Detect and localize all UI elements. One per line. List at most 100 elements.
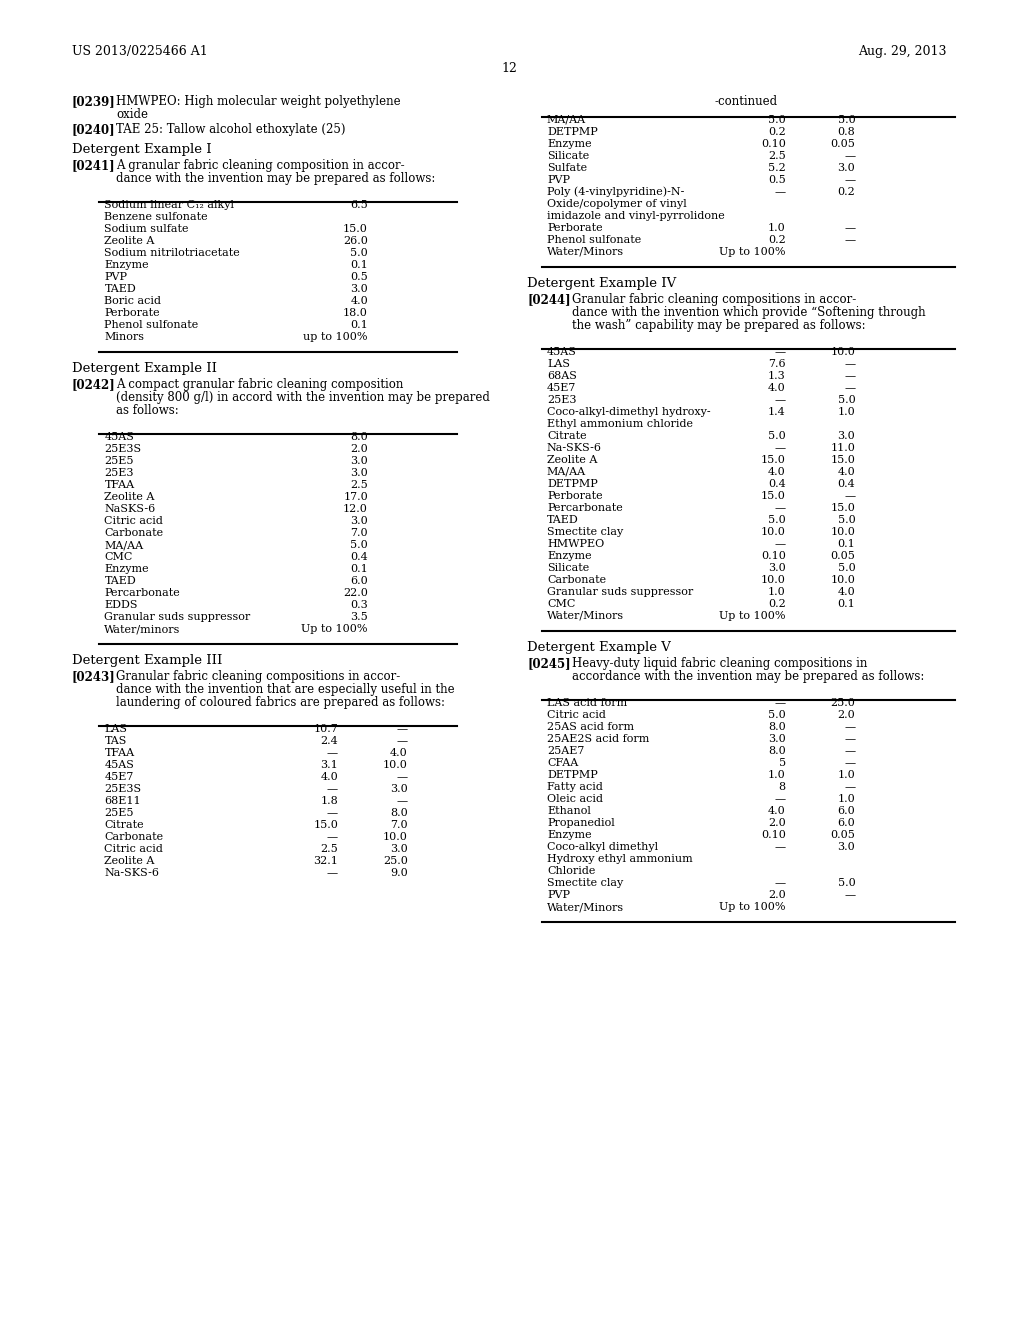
Text: Sodium nitrilotriacetate: Sodium nitrilotriacetate bbox=[104, 248, 241, 257]
Text: TAED: TAED bbox=[104, 576, 136, 586]
Text: 1.3: 1.3 bbox=[768, 371, 785, 381]
Text: 5.0: 5.0 bbox=[838, 564, 855, 573]
Text: Heavy-duty liquid fabric cleaning compositions in: Heavy-duty liquid fabric cleaning compos… bbox=[571, 657, 867, 671]
Text: 25AS acid form: 25AS acid form bbox=[547, 722, 634, 733]
Text: 45AS: 45AS bbox=[547, 347, 577, 356]
Text: —: — bbox=[844, 235, 855, 246]
Text: 2.0: 2.0 bbox=[768, 818, 785, 828]
Text: Sodium linear C₁₂ alkyl: Sodium linear C₁₂ alkyl bbox=[104, 201, 234, 210]
Text: 0.10: 0.10 bbox=[761, 830, 785, 840]
Text: 0.10: 0.10 bbox=[761, 139, 785, 149]
Text: 8.0: 8.0 bbox=[768, 722, 785, 733]
Text: MA/AA: MA/AA bbox=[547, 467, 586, 477]
Text: 10.0: 10.0 bbox=[383, 832, 408, 842]
Text: 9.0: 9.0 bbox=[390, 869, 408, 878]
Text: Na-SKS-6: Na-SKS-6 bbox=[547, 444, 602, 453]
Text: 0.1: 0.1 bbox=[838, 539, 855, 549]
Text: 25E5: 25E5 bbox=[104, 808, 134, 818]
Text: Citrate: Citrate bbox=[104, 820, 144, 830]
Text: 10.0: 10.0 bbox=[383, 760, 408, 770]
Text: —: — bbox=[396, 737, 408, 746]
Text: A granular fabric cleaning composition in accor-: A granular fabric cleaning composition i… bbox=[117, 158, 404, 172]
Text: PVP: PVP bbox=[547, 176, 570, 185]
Text: —: — bbox=[844, 722, 855, 733]
Text: 22.0: 22.0 bbox=[343, 587, 368, 598]
Text: 2.5: 2.5 bbox=[321, 843, 338, 854]
Text: Citric acid: Citric acid bbox=[104, 843, 163, 854]
Text: Citrate: Citrate bbox=[547, 432, 587, 441]
Text: —: — bbox=[844, 781, 855, 792]
Text: 0.2: 0.2 bbox=[768, 235, 785, 246]
Text: CMC: CMC bbox=[104, 552, 133, 562]
Text: 5.0: 5.0 bbox=[350, 248, 368, 257]
Text: Boric acid: Boric acid bbox=[104, 296, 162, 306]
Text: 45AS: 45AS bbox=[104, 760, 134, 770]
Text: 4.0: 4.0 bbox=[350, 296, 368, 306]
Text: Enzyme: Enzyme bbox=[104, 564, 150, 574]
Text: 1.4: 1.4 bbox=[768, 407, 785, 417]
Text: 15.0: 15.0 bbox=[830, 455, 855, 465]
Text: Detergent Example II: Detergent Example II bbox=[72, 362, 217, 375]
Text: 6.0: 6.0 bbox=[350, 576, 368, 586]
Text: Up to 100%: Up to 100% bbox=[719, 611, 785, 620]
Text: —: — bbox=[844, 890, 855, 900]
Text: 4.0: 4.0 bbox=[838, 587, 855, 597]
Text: imidazole and vinyl-pyrrolidone: imidazole and vinyl-pyrrolidone bbox=[547, 211, 725, 220]
Text: 15.0: 15.0 bbox=[830, 503, 855, 513]
Text: [0241]: [0241] bbox=[72, 158, 116, 172]
Text: —: — bbox=[844, 176, 855, 185]
Text: Enzyme: Enzyme bbox=[104, 260, 150, 271]
Text: 10.0: 10.0 bbox=[761, 576, 785, 585]
Text: 25E3: 25E3 bbox=[547, 395, 577, 405]
Text: 25AE2S acid form: 25AE2S acid form bbox=[547, 734, 649, 744]
Text: 4.0: 4.0 bbox=[768, 383, 785, 393]
Text: —: — bbox=[396, 796, 408, 807]
Text: 10.0: 10.0 bbox=[830, 576, 855, 585]
Text: —: — bbox=[844, 150, 855, 161]
Text: —: — bbox=[774, 187, 785, 197]
Text: Detergent Example I: Detergent Example I bbox=[72, 143, 211, 156]
Text: Coco-alkyl dimethyl: Coco-alkyl dimethyl bbox=[547, 842, 658, 851]
Text: —: — bbox=[844, 491, 855, 502]
Text: 3.0: 3.0 bbox=[768, 564, 785, 573]
Text: Sulfate: Sulfate bbox=[547, 162, 587, 173]
Text: 11.0: 11.0 bbox=[830, 444, 855, 453]
Text: 0.5: 0.5 bbox=[768, 176, 785, 185]
Text: Ethanol: Ethanol bbox=[547, 807, 591, 816]
Text: 5.0: 5.0 bbox=[768, 432, 785, 441]
Text: 15.0: 15.0 bbox=[313, 820, 338, 830]
Text: DETPMP: DETPMP bbox=[547, 127, 598, 137]
Text: Phenol sulfonate: Phenol sulfonate bbox=[547, 235, 641, 246]
Text: —: — bbox=[844, 223, 855, 234]
Text: PVP: PVP bbox=[547, 890, 570, 900]
Text: 5.0: 5.0 bbox=[768, 710, 785, 719]
Text: MA/AA: MA/AA bbox=[104, 540, 143, 550]
Text: 5.0: 5.0 bbox=[838, 395, 855, 405]
Text: Minors: Minors bbox=[104, 333, 144, 342]
Text: dance with the invention may be prepared as follows:: dance with the invention may be prepared… bbox=[117, 172, 436, 185]
Text: laundering of coloured fabrics are prepared as follows:: laundering of coloured fabrics are prepa… bbox=[117, 696, 445, 709]
Text: 7.0: 7.0 bbox=[350, 528, 368, 539]
Text: 3.0: 3.0 bbox=[350, 455, 368, 466]
Text: Water/minors: Water/minors bbox=[104, 624, 181, 634]
Text: —: — bbox=[844, 734, 855, 744]
Text: 10.0: 10.0 bbox=[830, 527, 855, 537]
Text: —: — bbox=[844, 359, 855, 370]
Text: 0.1: 0.1 bbox=[350, 260, 368, 271]
Text: Water/Minors: Water/Minors bbox=[547, 902, 624, 912]
Text: 4.0: 4.0 bbox=[838, 467, 855, 477]
Text: Percarbonate: Percarbonate bbox=[547, 503, 623, 513]
Text: 0.4: 0.4 bbox=[350, 552, 368, 562]
Text: 45E7: 45E7 bbox=[547, 383, 577, 393]
Text: accordance with the invention may be prepared as follows:: accordance with the invention may be pre… bbox=[571, 671, 925, 682]
Text: 6.0: 6.0 bbox=[838, 818, 855, 828]
Text: 0.4: 0.4 bbox=[768, 479, 785, 488]
Text: Oxide/copolymer of vinyl: Oxide/copolymer of vinyl bbox=[547, 199, 687, 209]
Text: HMWPEO: HMWPEO bbox=[547, 539, 604, 549]
Text: 8.0: 8.0 bbox=[390, 808, 408, 818]
Text: —: — bbox=[774, 503, 785, 513]
Text: Perborate: Perborate bbox=[104, 308, 160, 318]
Text: Citric acid: Citric acid bbox=[104, 516, 163, 525]
Text: —: — bbox=[774, 842, 785, 851]
Text: Carbonate: Carbonate bbox=[104, 832, 164, 842]
